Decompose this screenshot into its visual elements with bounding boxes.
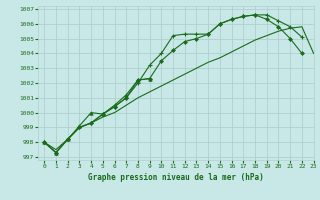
X-axis label: Graphe pression niveau de la mer (hPa): Graphe pression niveau de la mer (hPa) [88,173,264,182]
